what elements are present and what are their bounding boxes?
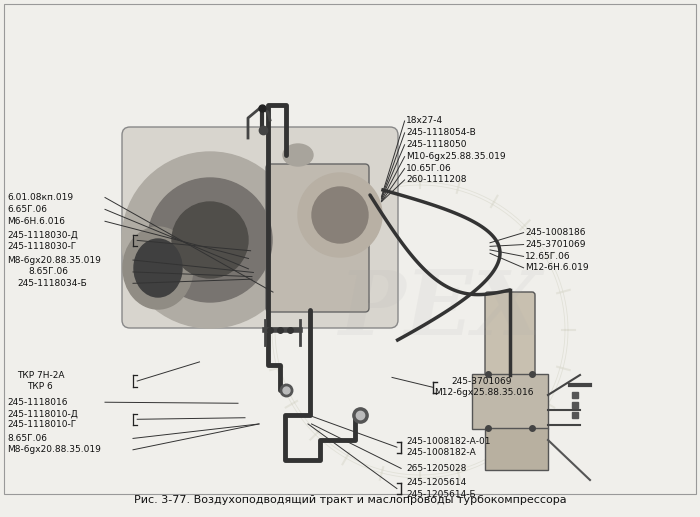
Text: 245-1118010-Г: 245-1118010-Г xyxy=(7,420,76,430)
Text: РЕХ: РЕХ xyxy=(338,267,542,353)
FancyBboxPatch shape xyxy=(485,292,535,378)
Text: 18х27-4: 18х27-4 xyxy=(406,116,443,126)
Bar xyxy=(472,374,548,429)
Circle shape xyxy=(122,152,298,328)
Ellipse shape xyxy=(123,227,193,309)
Text: 10.65Г.06: 10.65Г.06 xyxy=(406,164,452,173)
Circle shape xyxy=(298,173,382,257)
FancyBboxPatch shape xyxy=(122,127,398,328)
Text: 245-1118030-Д: 245-1118030-Д xyxy=(7,230,78,239)
Text: М10-6gх25.88.35.019: М10-6gх25.88.35.019 xyxy=(406,152,505,161)
Text: 245-1205614-Б: 245-1205614-Б xyxy=(406,490,475,499)
Text: 245-1118030-Г: 245-1118030-Г xyxy=(7,241,76,251)
Text: 245-1118050: 245-1118050 xyxy=(406,140,466,149)
Text: 245-1118016: 245-1118016 xyxy=(7,398,67,407)
Text: 6.65Г.06: 6.65Г.06 xyxy=(7,205,47,214)
FancyBboxPatch shape xyxy=(266,164,369,312)
Text: Рис. 3-77. Воздухоподводящий тракт и маслопроводы турбокомпрессора: Рис. 3-77. Воздухоподводящий тракт и мас… xyxy=(134,495,566,505)
Text: ТКР 7Н-2А: ТКР 7Н-2А xyxy=(18,371,65,380)
Text: М6-6Н.6.016: М6-6Н.6.016 xyxy=(7,217,65,226)
Text: М8-6gх20.88.35.019: М8-6gх20.88.35.019 xyxy=(7,255,101,265)
Text: 265-1205028: 265-1205028 xyxy=(406,464,466,473)
Text: 12.65Г.06: 12.65Г.06 xyxy=(525,252,570,261)
Text: 245-3701069: 245-3701069 xyxy=(452,377,512,386)
Text: 245-1118054-В: 245-1118054-В xyxy=(406,128,476,138)
Polygon shape xyxy=(485,428,548,470)
Circle shape xyxy=(148,178,272,302)
Text: 245-1008182-А: 245-1008182-А xyxy=(406,448,476,458)
Text: М8-6gх20.88.35.019: М8-6gх20.88.35.019 xyxy=(7,445,101,454)
Text: 6.01.08кп.019: 6.01.08кп.019 xyxy=(7,193,73,202)
Ellipse shape xyxy=(134,239,182,297)
Text: 245-3701069: 245-3701069 xyxy=(525,240,585,249)
Text: 8.65Г.06: 8.65Г.06 xyxy=(28,267,68,277)
Text: 260-1111208: 260-1111208 xyxy=(406,175,466,185)
Text: ТКР 6: ТКР 6 xyxy=(27,382,52,391)
Circle shape xyxy=(312,187,368,243)
Text: М12-6gх25.88.35.016: М12-6gх25.88.35.016 xyxy=(434,388,533,398)
Text: М12-6Н.6.019: М12-6Н.6.019 xyxy=(525,263,589,272)
Text: 245-1118034-Б: 245-1118034-Б xyxy=(18,279,88,288)
Ellipse shape xyxy=(283,144,313,166)
Text: 8.65Г.06: 8.65Г.06 xyxy=(7,434,47,443)
Circle shape xyxy=(172,202,248,278)
Text: 245-1205614: 245-1205614 xyxy=(406,478,466,488)
Text: 245-1008182-А-01: 245-1008182-А-01 xyxy=(406,437,491,446)
Text: 245-1008186: 245-1008186 xyxy=(525,228,585,237)
Text: 245-1118010-Д: 245-1118010-Д xyxy=(7,409,78,419)
